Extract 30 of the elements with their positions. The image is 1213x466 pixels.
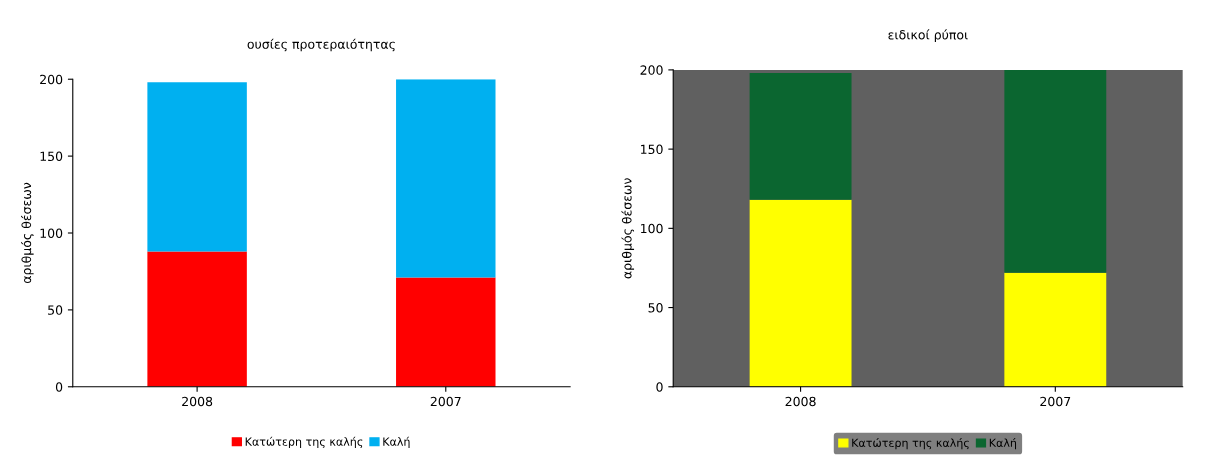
- y-tick-label: 200: [640, 65, 663, 75]
- legend-label: Κατώτερη της καλής: [245, 436, 363, 448]
- legend-label: Καλή: [989, 437, 1017, 450]
- chart-title: ειδικοί ρύποι: [888, 29, 968, 42]
- y-tick-label: 50: [648, 303, 663, 313]
- y-tick-label: 0: [55, 382, 63, 392]
- bar: [396, 277, 496, 387]
- y-tick-label: 0: [656, 382, 663, 392]
- bar: [749, 73, 852, 200]
- bar: [396, 79, 496, 278]
- chart-title: ουσίες προτεραιότητας: [247, 38, 395, 52]
- legend-label: Κατώτερη της καλής: [852, 437, 969, 450]
- y-tick-label: 100: [40, 228, 63, 238]
- bar: [147, 82, 247, 252]
- y-tick-label: 200: [40, 74, 63, 85]
- y-tick-label: 50: [48, 305, 63, 315]
- x-tick-label: 2007: [430, 396, 461, 407]
- bar: [749, 199, 852, 387]
- x-tick-label: 2007: [1040, 396, 1071, 407]
- bar: [1004, 69, 1107, 273]
- y-axis-title: αριθμός θέσεων: [21, 182, 34, 284]
- y-tick-label: 100: [641, 223, 663, 234]
- bar: [147, 251, 247, 387]
- bar: [1004, 272, 1107, 387]
- x-tick-label: 2008: [182, 396, 213, 407]
- y-tick-label: 150: [40, 151, 63, 162]
- y-tick-label: 150: [641, 144, 663, 155]
- legend-label: Καλή: [383, 436, 410, 448]
- x-tick-label: 2008: [785, 396, 816, 407]
- y-axis-title: αριθμός θέσεων: [621, 178, 635, 279]
